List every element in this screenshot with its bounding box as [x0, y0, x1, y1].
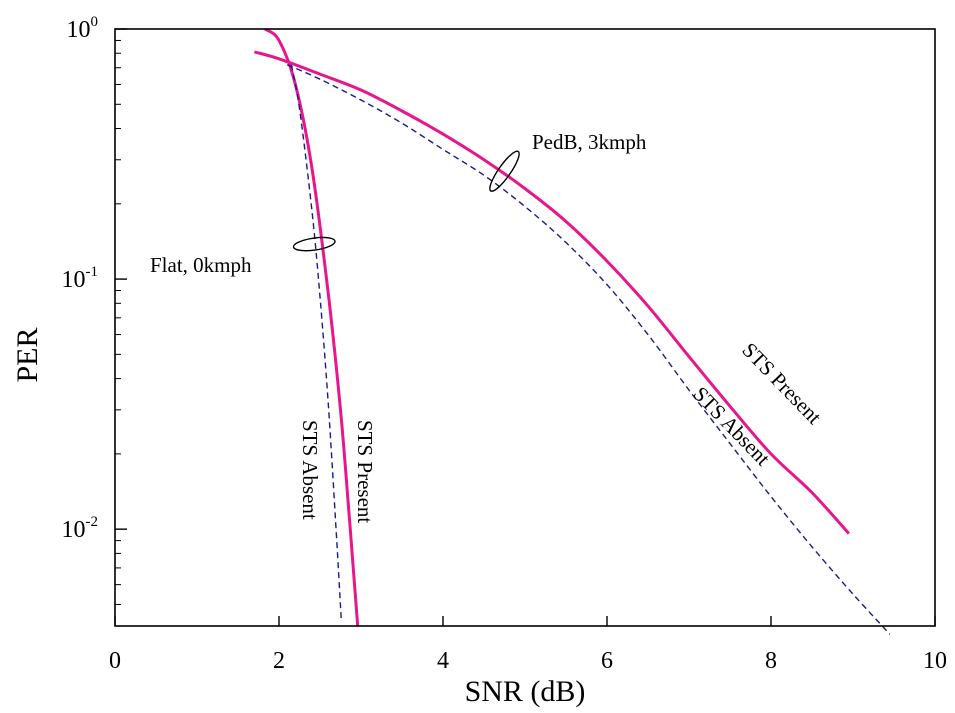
- x-tick-label: 4: [437, 648, 449, 674]
- group-marker-ellipse-pedb: [489, 150, 520, 192]
- annotation-pedb-sts-absent: STS Absent: [688, 382, 775, 471]
- x-tick-label: 2: [273, 648, 285, 674]
- y-axis-label: PER: [11, 327, 44, 382]
- series-line-pedb-3kmph-sts-absent: [286, 64, 891, 635]
- series-line-pedb-3kmph-sts-present: [253, 50, 851, 535]
- series-line-flat-0kmph-sts-present: [264, 27, 360, 627]
- series-line-flat-0kmph-sts-absent: [290, 64, 343, 621]
- y-axis-ticks: 100 10-1 10-2: [62, 14, 127, 605]
- y-tick-label: 100: [67, 14, 99, 43]
- annotation-flat-sts-present: STS Present: [353, 420, 377, 523]
- plot-frame: [114, 28, 936, 627]
- x-axis-ticks: 0 2 4 6 8 10: [109, 616, 947, 674]
- x-tick-label: 8: [765, 648, 777, 674]
- y-tick-label: 10-2: [62, 514, 99, 543]
- x-tick-label: 10: [923, 648, 947, 674]
- annotation-pedb-sts-present: STS Present: [737, 338, 826, 429]
- x-tick-label: 0: [109, 648, 121, 674]
- x-axis-label: SNR (dB): [465, 675, 586, 708]
- annotation-pedb-3kmph: PedB, 3kmph: [532, 130, 647, 154]
- annotation-flat-sts-absent: STS Absent: [298, 420, 322, 520]
- annotation-flat-0kmph: Flat, 0kmph: [150, 253, 252, 277]
- y-tick-label: 10-1: [62, 264, 99, 293]
- x-tick-label: 6: [601, 648, 613, 674]
- group-markers-layer: [292, 150, 520, 252]
- curves-layer: [253, 27, 891, 635]
- group-marker-ellipse-flat: [292, 236, 336, 252]
